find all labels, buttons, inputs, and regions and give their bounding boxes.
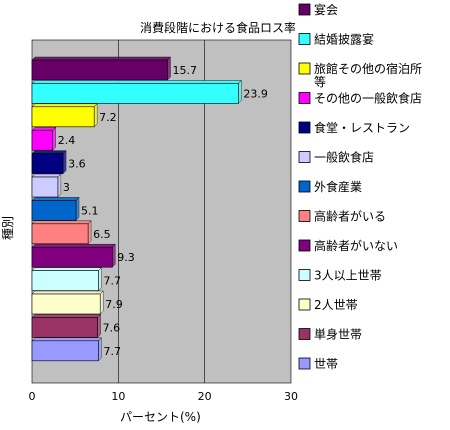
- bar-top-face: [31, 220, 92, 225]
- bar-value-label: 5.1: [81, 204, 99, 217]
- bar: [31, 223, 89, 245]
- legend-label: 旅館その他の宿泊所等: [314, 61, 422, 89]
- bar-value-label: 7.7: [103, 345, 121, 358]
- legend-swatch: [298, 3, 311, 16]
- bar-side-face: [62, 149, 67, 175]
- value-labels: 15.7 23.9 7.2 2.4 3.6 3 5.1 6.5 9.3 7.7 7.9 7.6 7.7: [58, 64, 268, 358]
- bar-top-face: [31, 126, 57, 131]
- x-tick-label: 10: [111, 390, 125, 403]
- bar: [31, 200, 77, 221]
- bar-value-label: 3.6: [68, 158, 86, 171]
- legend-swatch: [298, 151, 311, 163]
- bar-top-face: [31, 290, 104, 295]
- legend-label: 一般飲食店: [314, 150, 374, 165]
- x-tick-label: 20: [198, 390, 212, 403]
- bar-side-face: [75, 196, 80, 222]
- bar-top-face: [31, 56, 172, 61]
- legend-items: 宴会結婚披露宴旅館その他の宿泊所等その他の一般飲食店食堂・レストラン一般飲食店外…: [298, 2, 422, 371]
- bar-value-label: 6.5: [93, 228, 111, 241]
- chart-title: 消費段階における食品ロス率(%): [140, 20, 317, 35]
- legend-label: 食堂・レストラン: [314, 120, 410, 135]
- legend-swatch: [298, 180, 311, 193]
- bar-top-face: [31, 173, 62, 178]
- bar-top-face: [31, 80, 242, 84]
- legend-swatch: [298, 210, 311, 222]
- bar-top-face: [31, 103, 98, 108]
- bar: [31, 340, 99, 362]
- bar-side-face: [87, 220, 92, 245]
- legend-swatch: [298, 121, 311, 134]
- bar: [31, 59, 168, 81]
- bar-side-face: [97, 313, 101, 339]
- bar-value-label: 15.7: [173, 64, 198, 77]
- legend-swatch: [298, 62, 311, 75]
- legend-label: 高齢者がいる: [314, 209, 386, 224]
- legend-swatch: [298, 298, 311, 311]
- bar-value-label: 3: [63, 181, 70, 194]
- bar-value-label: 7.2: [99, 111, 117, 124]
- bar-value-label: 7.9: [105, 298, 123, 311]
- bar-side-face: [238, 79, 242, 105]
- x-tick-label: 30: [284, 390, 298, 403]
- legend-label: 外食産業: [314, 179, 362, 194]
- bar-top-face: [31, 267, 103, 271]
- bar-top-face: [31, 150, 67, 154]
- legend-label: 高齢者がいない: [314, 238, 398, 253]
- legend-label: 世帯: [314, 357, 338, 371]
- legend-swatch: [298, 33, 311, 45]
- legend-label: 2人世帯: [314, 298, 358, 312]
- bar: [31, 293, 101, 315]
- legend-label: 宴会: [314, 2, 338, 17]
- bar-top-face: [31, 337, 103, 342]
- bar-value-label: 23.9: [243, 87, 268, 100]
- bar: [31, 153, 64, 174]
- bar-side-face: [98, 337, 102, 362]
- bar-side-face: [57, 173, 62, 198]
- bar-value-label: 7.7: [103, 275, 121, 288]
- legend-label: 結婚披露宴: [314, 32, 374, 47]
- legend-swatch: [298, 328, 311, 340]
- bar-side-face: [52, 126, 56, 151]
- legend-swatch: [298, 269, 311, 281]
- bar: [31, 129, 54, 151]
- x-axis-ticks: 0 10 20 30: [29, 390, 299, 403]
- legend: [295, 0, 449, 384]
- bar-side-face: [98, 266, 102, 292]
- bar: [31, 106, 95, 128]
- legend-swatch: [298, 357, 311, 370]
- bar: [31, 270, 99, 291]
- legend-swatch: [298, 92, 311, 104]
- legend-label: 3人以上世帯: [314, 269, 382, 283]
- bar: [31, 83, 239, 104]
- bars: [31, 56, 242, 362]
- bar-value-label: 2.4: [58, 134, 76, 147]
- bar: [31, 317, 98, 338]
- bar-side-face: [167, 56, 171, 81]
- bar-top-face: [31, 197, 80, 201]
- bar-side-face: [112, 243, 116, 268]
- legend-label: その他の一般飲食店: [314, 91, 422, 106]
- legend-label: 単身世帯: [314, 327, 362, 342]
- bar-value-label: 7.6: [103, 321, 121, 334]
- bar: [31, 176, 59, 198]
- y-axis-label: 種別: [1, 216, 15, 240]
- bar-top-face: [31, 243, 116, 248]
- bar-side-face: [99, 290, 104, 315]
- legend-swatch: [298, 239, 311, 252]
- bar-top-face: [31, 314, 102, 318]
- x-axis-label: パーセント(%): [120, 410, 201, 424]
- bar-value-label: 9.3: [117, 251, 135, 264]
- bar-side-face: [93, 103, 98, 128]
- x-tick-label: 0: [29, 390, 36, 403]
- bar: [31, 246, 113, 268]
